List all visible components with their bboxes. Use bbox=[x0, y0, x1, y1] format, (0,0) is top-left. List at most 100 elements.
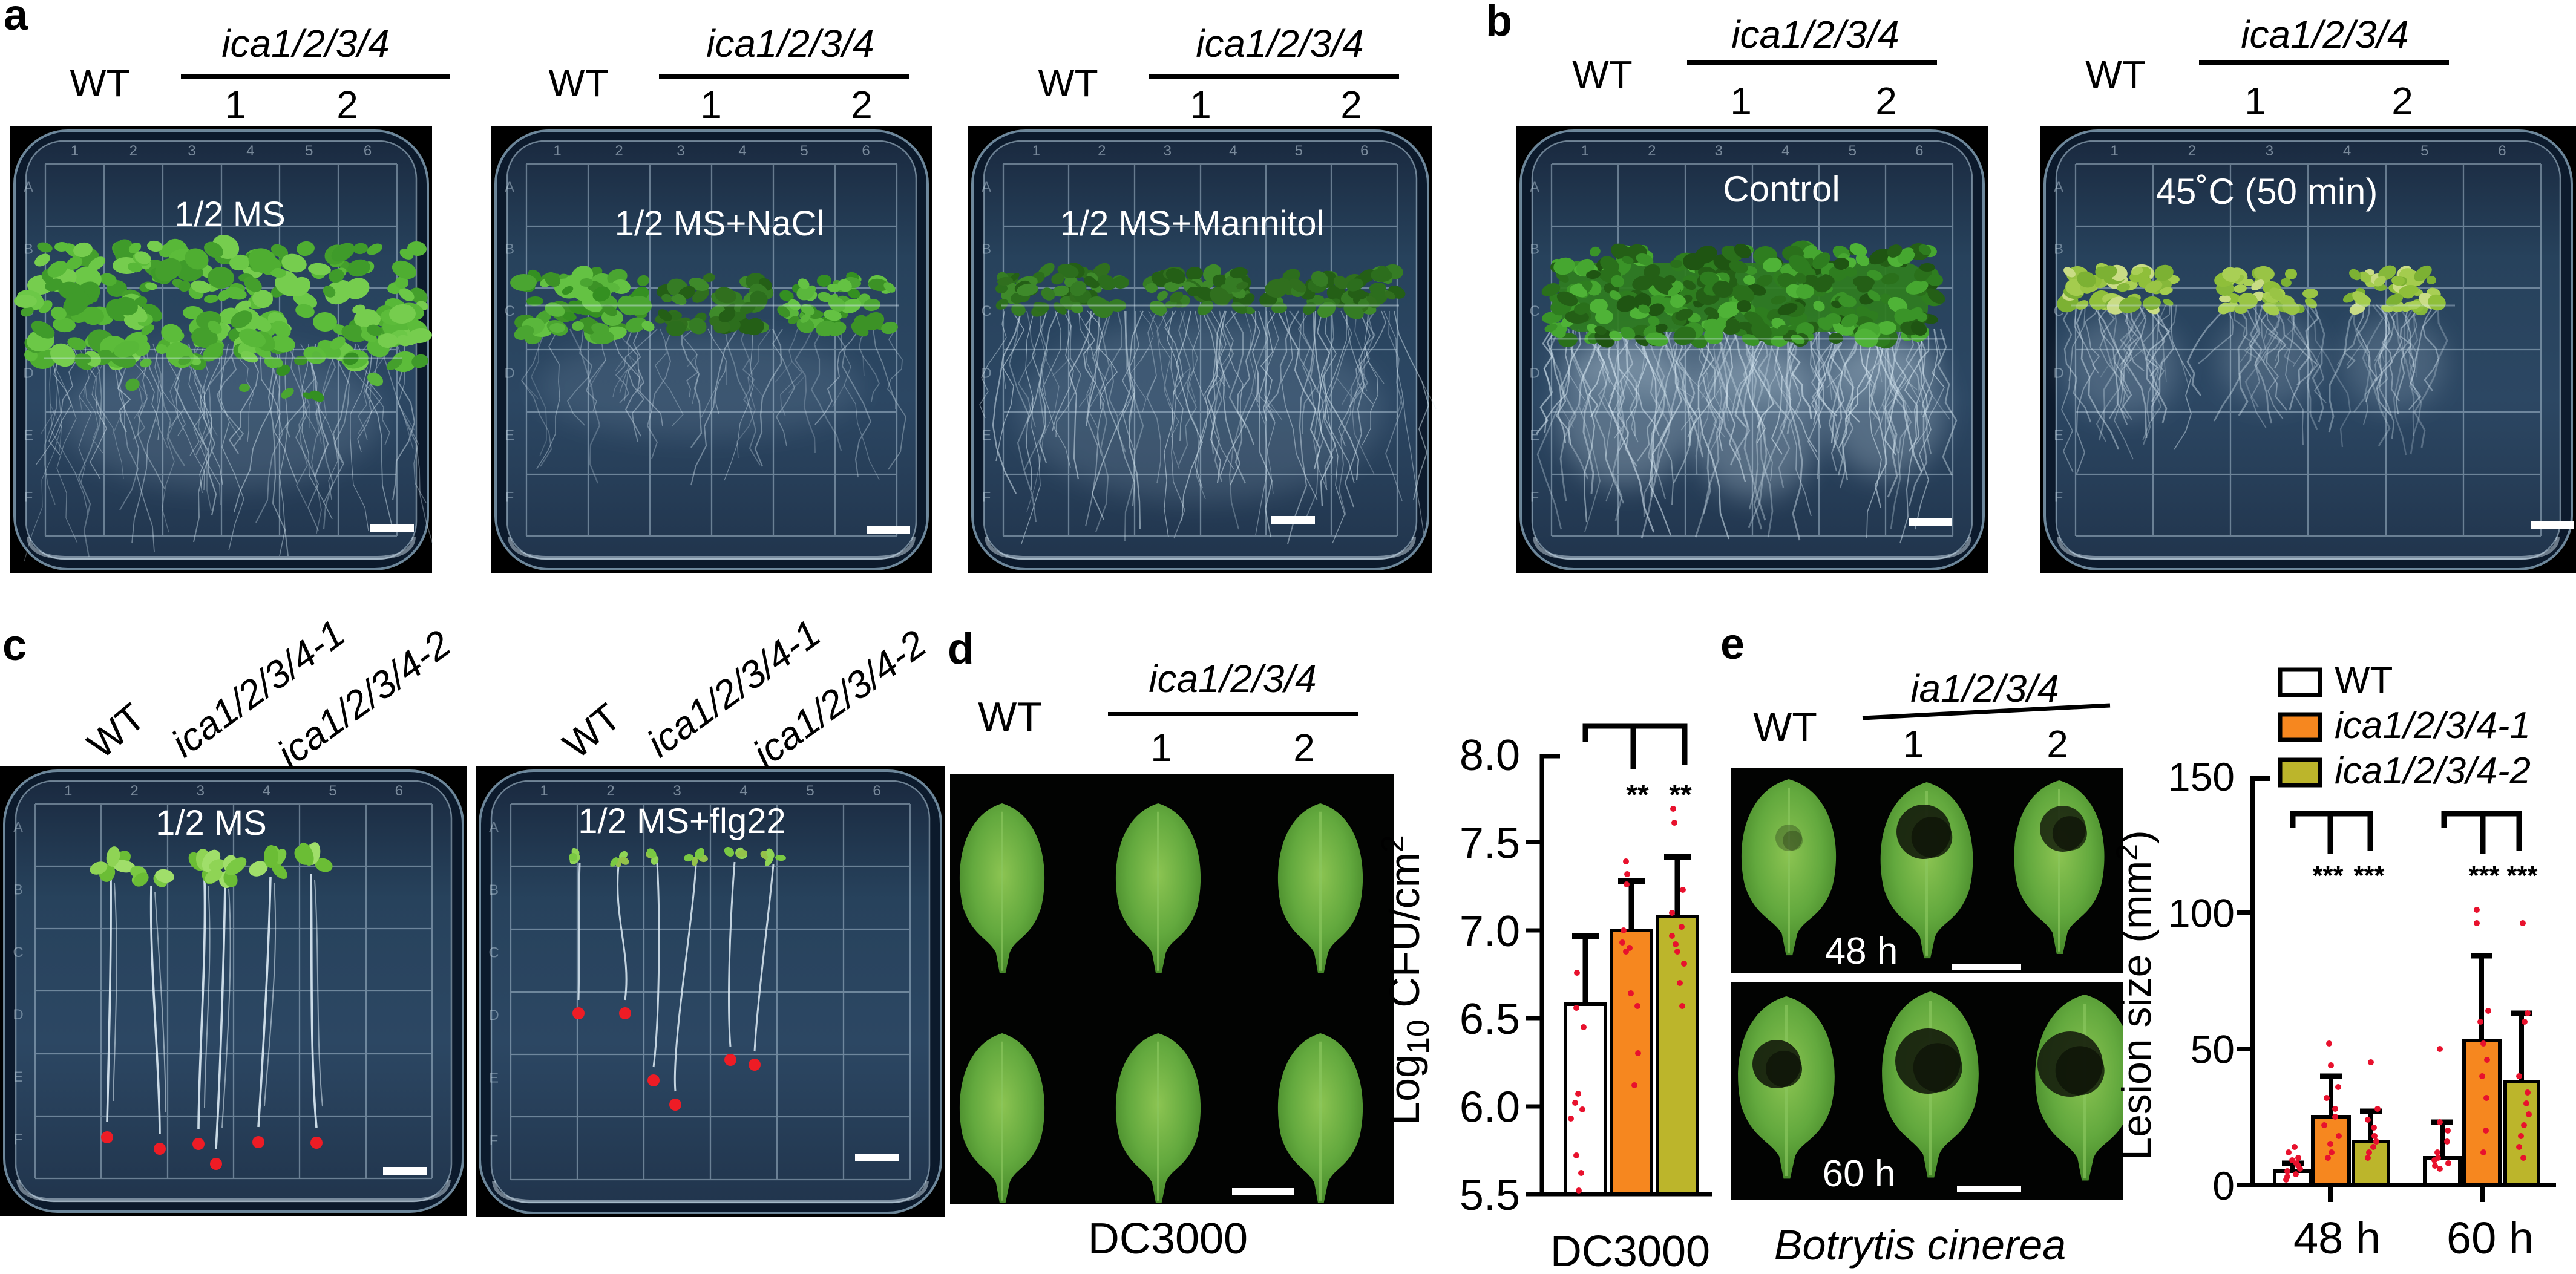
svg-text:2: 2 bbox=[129, 143, 137, 159]
svg-text:50: 50 bbox=[2191, 1027, 2235, 1072]
svg-text:ica1/2/3/4: ica1/2/3/4 bbox=[221, 22, 390, 65]
svg-text:4: 4 bbox=[1781, 143, 1789, 159]
svg-text:8.0: 8.0 bbox=[1460, 731, 1520, 780]
svg-text:3: 3 bbox=[1164, 143, 1172, 159]
svg-text:1: 1 bbox=[2110, 143, 2118, 159]
svg-text:A: A bbox=[2054, 179, 2063, 195]
svg-text:4: 4 bbox=[739, 783, 747, 799]
svg-text:B: B bbox=[24, 241, 33, 258]
svg-text:3: 3 bbox=[1715, 143, 1723, 159]
svg-text:E: E bbox=[489, 1070, 499, 1086]
svg-text:WT: WT bbox=[1572, 53, 1633, 96]
svg-text:***: *** bbox=[2312, 861, 2344, 890]
svg-text:C: C bbox=[981, 303, 991, 319]
svg-text:2: 2 bbox=[1340, 83, 1362, 126]
svg-text:DC3000: DC3000 bbox=[1088, 1215, 1248, 1263]
svg-text:5: 5 bbox=[1295, 143, 1303, 159]
svg-text:E: E bbox=[1530, 427, 1539, 443]
svg-text:3: 3 bbox=[677, 143, 684, 159]
svg-text:ica1/2/3/4: ica1/2/3/4 bbox=[2241, 13, 2409, 56]
svg-text:2: 2 bbox=[1648, 143, 1656, 159]
svg-text:4: 4 bbox=[738, 143, 746, 159]
svg-text:7.5: 7.5 bbox=[1460, 819, 1520, 867]
svg-text:6.0: 6.0 bbox=[1460, 1083, 1520, 1132]
svg-text:B: B bbox=[1530, 241, 1539, 258]
svg-text:***: *** bbox=[2353, 861, 2385, 890]
svg-text:b: b bbox=[1486, 0, 1512, 45]
svg-text:B: B bbox=[982, 241, 991, 258]
svg-text:5: 5 bbox=[329, 783, 336, 799]
svg-text:F: F bbox=[1530, 489, 1539, 506]
svg-text:100: 100 bbox=[2168, 890, 2235, 935]
svg-text:C: C bbox=[13, 944, 23, 961]
svg-text:F: F bbox=[982, 489, 991, 506]
svg-text:WT: WT bbox=[2335, 659, 2393, 701]
svg-text:F: F bbox=[490, 1132, 499, 1149]
svg-text:6.5: 6.5 bbox=[1460, 995, 1520, 1044]
svg-text:Log10 CFU/cm2: Log10 CFU/cm2 bbox=[1375, 835, 1436, 1125]
svg-text:**: ** bbox=[1669, 779, 1692, 811]
svg-text:F: F bbox=[24, 489, 33, 506]
svg-text:1: 1 bbox=[1581, 143, 1589, 159]
svg-text:2: 2 bbox=[2047, 722, 2068, 766]
svg-text:D: D bbox=[2053, 365, 2063, 382]
svg-text:1: 1 bbox=[64, 783, 72, 799]
svg-text:5: 5 bbox=[806, 783, 814, 799]
svg-text:2: 2 bbox=[1875, 79, 1897, 123]
svg-text:ica1/2/3/4-1: ica1/2/3/4-1 bbox=[2335, 705, 2531, 746]
svg-text:6: 6 bbox=[873, 783, 880, 799]
svg-text:Lesion size (mm2): Lesion size (mm2) bbox=[2110, 830, 2160, 1160]
svg-text:e: e bbox=[1720, 620, 1745, 668]
svg-text:4: 4 bbox=[263, 783, 270, 799]
svg-text:5: 5 bbox=[305, 143, 313, 159]
svg-text:2: 2 bbox=[615, 143, 623, 159]
svg-text:A: A bbox=[489, 820, 499, 836]
svg-text:1/2 MS+flg22: 1/2 MS+flg22 bbox=[578, 802, 785, 841]
svg-text:6: 6 bbox=[2498, 143, 2506, 159]
svg-text:0: 0 bbox=[2212, 1163, 2235, 1208]
svg-text:1: 1 bbox=[1150, 726, 1172, 769]
svg-text:A: A bbox=[505, 179, 514, 195]
svg-text:1: 1 bbox=[224, 83, 246, 126]
svg-text:2: 2 bbox=[336, 83, 358, 126]
svg-text:5: 5 bbox=[2420, 143, 2428, 159]
svg-text:A: A bbox=[1530, 179, 1539, 195]
svg-text:6: 6 bbox=[364, 143, 372, 159]
svg-text:60 h: 60 h bbox=[1823, 1153, 1896, 1195]
svg-text:1: 1 bbox=[1903, 722, 1924, 766]
svg-text:1: 1 bbox=[553, 143, 561, 159]
svg-text:6: 6 bbox=[862, 143, 870, 159]
svg-text:E: E bbox=[982, 427, 991, 443]
svg-text:D: D bbox=[23, 365, 33, 382]
svg-text:ica1/2/3/4: ica1/2/3/4 bbox=[1731, 13, 1899, 56]
svg-text:45˚C (50 min): 45˚C (50 min) bbox=[2156, 171, 2378, 212]
svg-text:A: A bbox=[24, 179, 33, 195]
svg-text:***: *** bbox=[2506, 861, 2538, 890]
svg-text:1: 1 bbox=[71, 143, 79, 159]
svg-text:d: d bbox=[948, 625, 974, 673]
svg-text:2: 2 bbox=[851, 83, 873, 126]
svg-text:1/2 MS+NaCl: 1/2 MS+NaCl bbox=[615, 204, 825, 243]
svg-text:D: D bbox=[981, 365, 991, 382]
svg-text:6: 6 bbox=[1915, 143, 1923, 159]
svg-text:3: 3 bbox=[2266, 143, 2273, 159]
svg-text:F: F bbox=[505, 489, 514, 506]
svg-text:1: 1 bbox=[1032, 143, 1040, 159]
svg-text:1: 1 bbox=[700, 83, 722, 126]
svg-text:3: 3 bbox=[197, 783, 205, 799]
svg-text:5: 5 bbox=[1849, 143, 1857, 159]
svg-text:D: D bbox=[13, 1007, 23, 1023]
svg-text:4: 4 bbox=[246, 143, 254, 159]
svg-text:E: E bbox=[505, 427, 514, 443]
svg-text:60 h: 60 h bbox=[2447, 1213, 2534, 1263]
svg-text:D: D bbox=[488, 1007, 499, 1024]
svg-text:7.0: 7.0 bbox=[1460, 907, 1520, 956]
svg-text:2: 2 bbox=[2188, 143, 2196, 159]
svg-text:ica1/2/3/4: ica1/2/3/4 bbox=[1196, 22, 1364, 65]
svg-text:A: A bbox=[982, 179, 991, 195]
svg-text:2: 2 bbox=[606, 783, 614, 799]
svg-text:5.5: 5.5 bbox=[1460, 1171, 1520, 1220]
svg-text:5: 5 bbox=[800, 143, 808, 159]
svg-text:B: B bbox=[505, 241, 514, 258]
svg-text:2: 2 bbox=[1098, 143, 1106, 159]
